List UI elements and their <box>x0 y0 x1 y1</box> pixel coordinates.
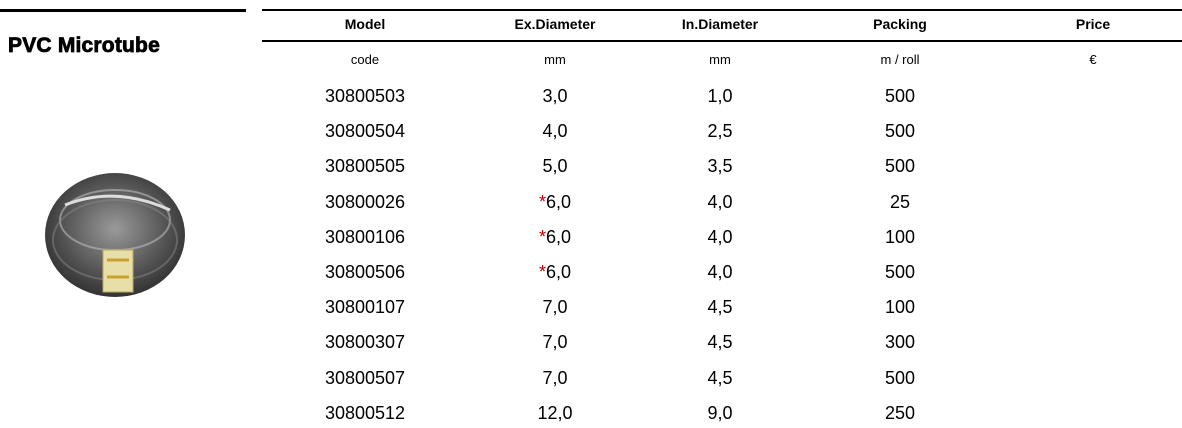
table-cell: 4,0 <box>707 227 732 248</box>
asterisk: * <box>539 192 546 212</box>
table-cell: 3,0 <box>542 86 567 107</box>
table-cell: 2,5 <box>707 121 732 142</box>
column-unit: mm <box>544 52 566 67</box>
header-rule <box>262 40 1182 42</box>
table-cell: 30800512 <box>325 403 405 424</box>
table-cell: 30800506 <box>325 262 405 283</box>
table-cell: 100 <box>885 297 915 318</box>
column-header: In.Diameter <box>682 16 758 32</box>
table-cell: 30800026 <box>325 192 405 213</box>
table-cell: 30800505 <box>325 156 405 177</box>
table-cell: 500 <box>885 368 915 389</box>
column-header: Price <box>1076 16 1110 32</box>
table-cell: 30800507 <box>325 368 405 389</box>
table-cell: 7,0 <box>542 332 567 353</box>
table-cell: 100 <box>885 227 915 248</box>
table-cell: 4,5 <box>707 332 732 353</box>
table-cell: 1,0 <box>707 86 732 107</box>
table-cell: 4,0 <box>707 192 732 213</box>
table-cell: 7,0 <box>542 297 567 318</box>
column-header: Ex.Diameter <box>515 16 596 32</box>
table-cell: 9,0 <box>707 403 732 424</box>
title-rule <box>0 9 246 12</box>
column-unit: m / roll <box>881 52 920 67</box>
table-cell: 3,5 <box>707 156 732 177</box>
column-unit: code <box>351 52 379 67</box>
table-top-rule <box>262 9 1182 11</box>
table-cell: 30800307 <box>325 332 405 353</box>
table-cell: 30800504 <box>325 121 405 142</box>
table-cell: 30800107 <box>325 297 405 318</box>
column-unit: € <box>1089 52 1096 67</box>
table-cell: 12,0 <box>537 403 572 424</box>
table-cell: 500 <box>885 121 915 142</box>
table-cell: 300 <box>885 332 915 353</box>
column-unit: mm <box>709 52 731 67</box>
table-cell: 30800106 <box>325 227 405 248</box>
table-cell: 5,0 <box>542 156 567 177</box>
table-cell: *6,0 <box>539 227 571 248</box>
table-cell: 25 <box>890 192 910 213</box>
table-cell: 250 <box>885 403 915 424</box>
asterisk: * <box>539 227 546 247</box>
table-cell: 4,0 <box>707 262 732 283</box>
page-title: PVC Microtube <box>8 34 160 58</box>
page: {"title": "PVC Microtube", "table": { "h… <box>0 0 1182 428</box>
table-cell: 4,5 <box>707 368 732 389</box>
column-header: Packing <box>873 16 927 32</box>
table-cell: *6,0 <box>539 192 571 213</box>
table-cell: 7,0 <box>542 368 567 389</box>
table-cell: 4,0 <box>542 121 567 142</box>
table-cell: 30800503 <box>325 86 405 107</box>
product-image <box>35 165 195 305</box>
table-cell: 500 <box>885 86 915 107</box>
column-header: Model <box>345 16 385 32</box>
table-cell: 500 <box>885 156 915 177</box>
asterisk: * <box>539 262 546 282</box>
table-cell: 4,5 <box>707 297 732 318</box>
table-cell: *6,0 <box>539 262 571 283</box>
table-cell: 500 <box>885 262 915 283</box>
